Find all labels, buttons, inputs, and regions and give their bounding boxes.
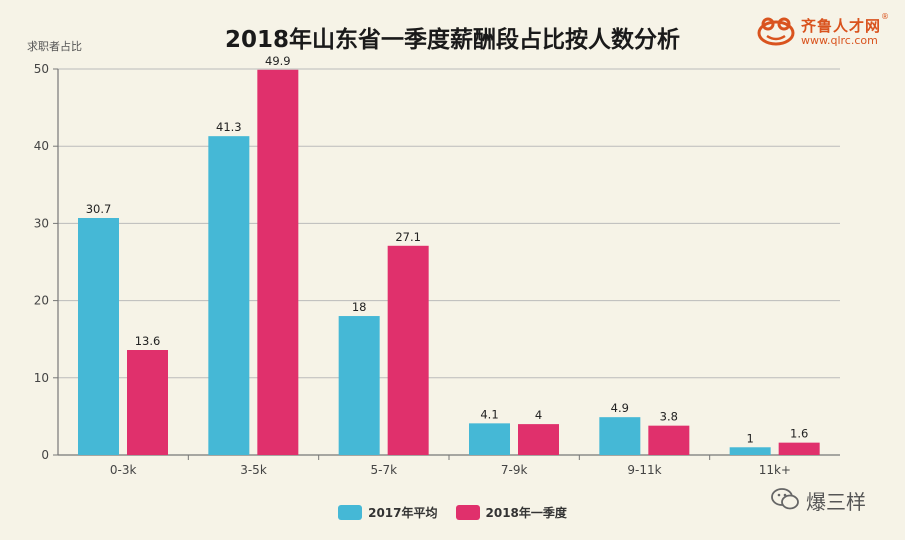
- bar: [778, 442, 820, 455]
- logo-name: 齐鲁人才网: [801, 17, 882, 35]
- y-tick-label: 30: [34, 216, 49, 230]
- legend-swatch-2017: [338, 505, 363, 520]
- data-label: 4.1: [480, 407, 498, 421]
- bar: [469, 423, 510, 455]
- data-label: 1: [747, 431, 754, 445]
- x-tick-label: 0-3k: [110, 463, 137, 477]
- data-label: 41.3: [216, 120, 242, 134]
- x-tick-label: 9-11k: [627, 463, 661, 477]
- site-logo: 齐鲁人才网 ® www.qlrc.com: [757, 12, 902, 52]
- watermark-text: 爆三样: [806, 490, 866, 514]
- frog-logo-icon: [757, 17, 795, 46]
- y-axis-label: 求职者占比: [27, 39, 82, 53]
- y-tick-label: 40: [34, 139, 49, 153]
- y-tick-label: 0: [41, 448, 49, 462]
- x-axis-ticks: 0-3k 3-5k 5-7k 7-9k 9-11k 11k+: [110, 463, 791, 477]
- data-label: 27.1: [395, 230, 421, 244]
- bar: [599, 417, 641, 455]
- bar: [257, 69, 299, 455]
- x-tick-label: 3-5k: [240, 463, 267, 477]
- logo-url: www.qlrc.com: [801, 34, 878, 47]
- bar: [729, 447, 771, 455]
- data-label: 18: [352, 300, 367, 314]
- data-label: 13.6: [135, 334, 161, 348]
- watermark: 爆三样: [770, 486, 890, 514]
- data-label: 1.6: [790, 427, 808, 441]
- legend-swatch-2018: [455, 505, 480, 520]
- bar: [387, 245, 429, 455]
- bar: [78, 217, 119, 455]
- data-label: 4: [535, 408, 542, 422]
- y-axis-ticks: 0 10 20 30 40 50: [34, 62, 49, 462]
- legend-label-2017: 2017年平均: [368, 506, 438, 520]
- data-label: 4.9: [611, 401, 629, 415]
- legend-item-2017: 2017年平均: [338, 504, 438, 521]
- legend-label-2018: 2018年一季度: [485, 506, 567, 520]
- bar: [208, 136, 250, 455]
- y-tick-label: 50: [34, 62, 49, 76]
- bars: 30.7 13.6 41.3 49.9 18 27.1 4.1 4 4.9 3.8 1 1.6: [78, 54, 820, 455]
- y-tick-label: 20: [34, 294, 49, 308]
- legend: 2017年平均 2018年一季度: [0, 504, 905, 521]
- bar: [518, 424, 559, 455]
- wechat-icon: [771, 488, 799, 510]
- y-tick-label: 10: [34, 371, 49, 385]
- x-tick-label: 5-7k: [371, 463, 398, 477]
- grid-lines: [53, 68, 840, 460]
- bar: [648, 425, 690, 455]
- chart-title: 2018年山东省一季度薪酬段占比按人数分析: [224, 27, 680, 53]
- legend-item-2018: 2018年一季度: [455, 504, 567, 521]
- bar: [338, 316, 380, 455]
- x-tick-label: 7-9k: [501, 463, 528, 477]
- data-label: 3.8: [660, 410, 678, 424]
- data-label: 49.9: [265, 54, 291, 68]
- bar: [127, 350, 168, 455]
- logo-registered-mark: ®: [881, 12, 889, 21]
- x-tick-label: 11k+: [759, 463, 791, 477]
- data-label: 30.7: [86, 202, 112, 216]
